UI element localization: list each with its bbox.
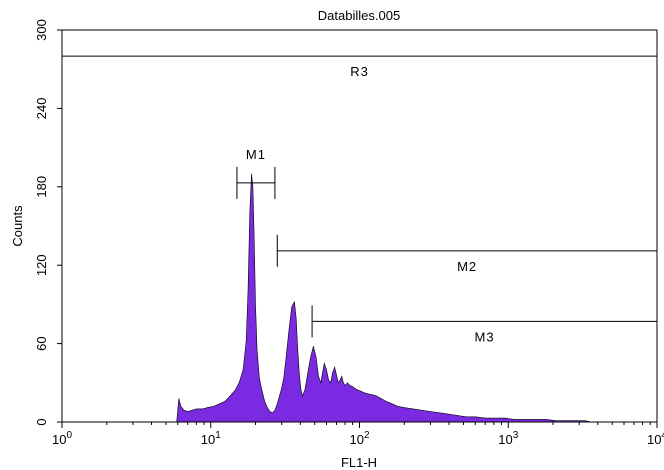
x-tick-label-4: 104 xyxy=(647,430,664,447)
marker-m3-label: M3 xyxy=(475,329,495,344)
y-tick-label-1: 60 xyxy=(34,336,49,350)
y-tick-label-3: 180 xyxy=(34,176,49,198)
x-tick-label-0: 100 xyxy=(52,430,72,447)
y-axis-label: Counts xyxy=(10,205,25,247)
y-tick-label-2: 120 xyxy=(34,254,49,276)
marker-m1-label: M1 xyxy=(246,147,266,162)
chart-title: Databilles.005 xyxy=(318,8,400,23)
marker-r3-label: R3 xyxy=(350,64,369,79)
x-tick-label-3: 103 xyxy=(498,430,518,447)
y-tick-label-5: 300 xyxy=(34,19,49,41)
x-tick-label-1: 101 xyxy=(201,430,221,447)
y-tick-label-0: 0 xyxy=(34,418,49,425)
marker-m2-label: M2 xyxy=(457,259,477,274)
axis-layer: 0 60 120 180 240 300 100 101 102 103 104 xyxy=(34,19,664,447)
histogram-series-0 xyxy=(176,173,592,423)
x-tick-label-2: 102 xyxy=(349,430,369,447)
x-axis-label: FL1-H xyxy=(341,455,377,470)
plot-frame xyxy=(61,29,658,423)
histogram-area-layer xyxy=(176,173,592,423)
y-tick-label-4: 240 xyxy=(34,98,49,120)
marker-layer: R3 M1 M2 M3 xyxy=(62,40,658,344)
